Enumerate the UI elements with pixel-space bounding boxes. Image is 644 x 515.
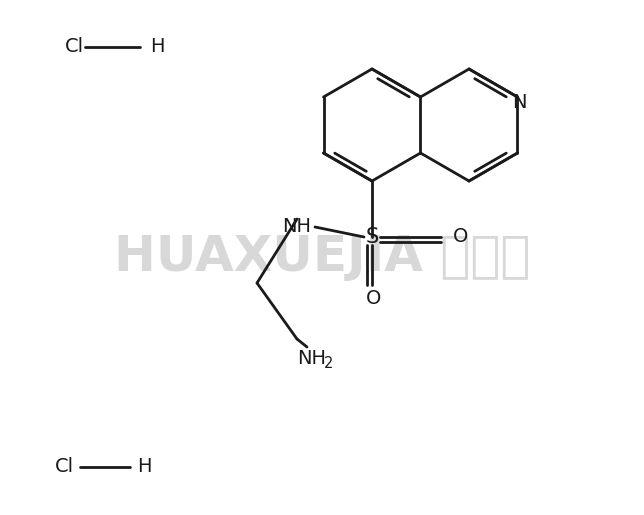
Text: Cl: Cl	[55, 457, 74, 476]
Text: Cl: Cl	[65, 38, 84, 57]
Text: O: O	[453, 228, 469, 247]
Text: H: H	[137, 457, 151, 476]
Text: 2: 2	[325, 355, 334, 370]
Text: NH: NH	[283, 217, 312, 236]
Text: S: S	[365, 227, 379, 247]
Text: H: H	[150, 38, 164, 57]
Text: HUAXUEJIA 化学加: HUAXUEJIA 化学加	[114, 233, 530, 281]
Text: NH: NH	[298, 350, 327, 369]
Text: O: O	[366, 288, 382, 307]
Text: N: N	[512, 93, 527, 112]
